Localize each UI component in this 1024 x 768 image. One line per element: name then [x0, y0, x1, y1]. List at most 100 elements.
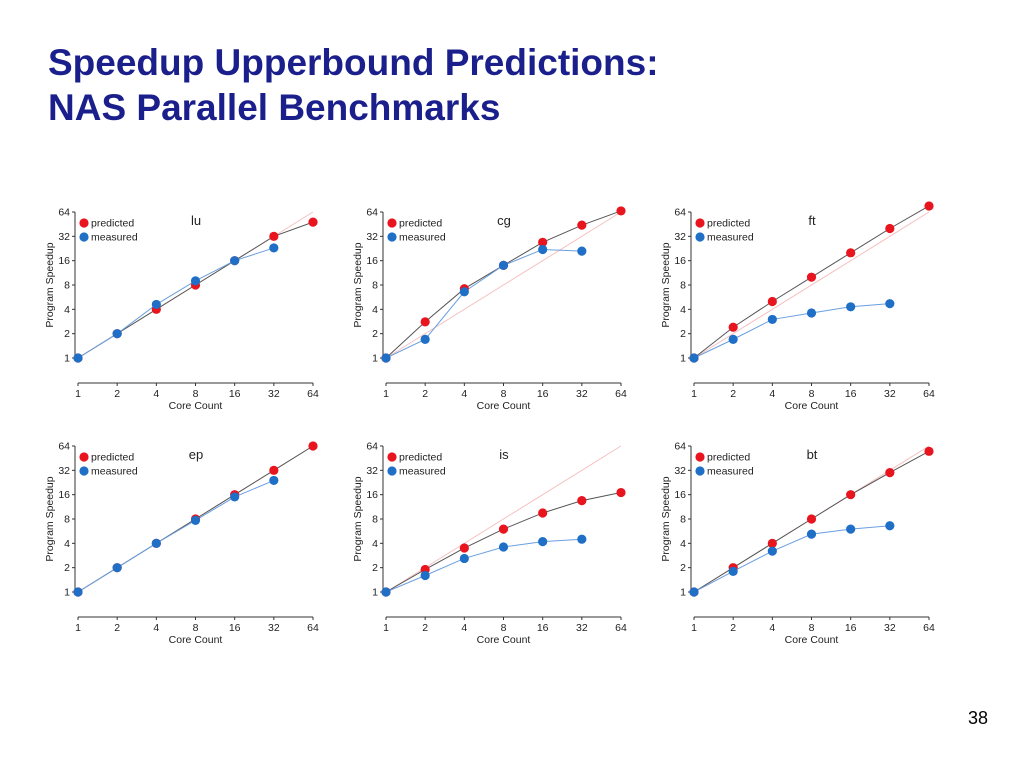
x-tick-label: 8	[809, 622, 815, 634]
legend-label-predicted: predicted	[91, 218, 134, 230]
y-tick-label: 16	[674, 489, 686, 501]
x-tick-label: 8	[501, 388, 507, 400]
predicted-point	[806, 514, 817, 524]
x-tick-label: 16	[537, 622, 549, 634]
measured-series-line	[693, 303, 890, 359]
measured-point	[230, 256, 240, 266]
x-tick-label: 32	[576, 622, 588, 634]
x-tick-label: 2	[114, 622, 120, 634]
x-axis-label: Core Count	[785, 634, 839, 646]
measured-series-line	[385, 538, 582, 593]
chart-panel-bt: 1 2 4 8 16 32 64 1 2 4 8 16 32 64 Core Count Program Sp…	[656, 434, 956, 664]
measured-point	[420, 570, 430, 581]
legend-label-predicted: predicted	[707, 218, 750, 230]
chart-svg: 1 2 4 8 16 32 64 1 2 4 8 16 32 64 Core Count Program Sp…	[660, 441, 935, 647]
slide-title-line-1: Speedup Upperbound Predictions:	[48, 42, 659, 83]
predicted-point	[846, 248, 856, 258]
y-tick-label: 1	[64, 587, 70, 599]
x-tick-label: 16	[229, 388, 241, 400]
predicted-point	[885, 467, 895, 478]
x-tick-label: 16	[845, 388, 857, 400]
chart-svg: 1 2 4 8 16 32 64 1 2 4 8 16 32 64 Core Count Program Sp…	[44, 441, 319, 647]
x-tick-label: 2	[730, 622, 736, 634]
x-tick-label: 64	[923, 622, 935, 634]
predicted-point	[885, 223, 895, 234]
y-tick-label: 8	[64, 514, 70, 526]
x-tick-label: 64	[923, 388, 935, 400]
predicted-point	[459, 543, 469, 553]
measured-point	[846, 524, 856, 534]
y-tick-label: 4	[64, 538, 70, 550]
y-tick-label: 32	[58, 231, 70, 243]
legend-marker-measured	[79, 232, 89, 242]
x-tick-label: 8	[193, 388, 199, 400]
predicted-point	[308, 441, 318, 451]
x-tick-label: 8	[809, 388, 815, 400]
y-tick-label: 4	[372, 304, 378, 316]
y-axis-label: Program Speedup	[660, 242, 672, 327]
predicted-point	[806, 272, 817, 282]
x-tick-label: 16	[229, 622, 241, 634]
measured-series-line	[693, 525, 890, 593]
y-tick-label: 64	[674, 441, 686, 453]
y-tick-label: 16	[58, 255, 70, 267]
x-tick-label: 32	[884, 622, 896, 634]
x-tick-label: 32	[268, 388, 280, 400]
legend-marker-measured	[79, 466, 89, 476]
y-tick-label: 2	[372, 328, 378, 340]
chart-title: is	[499, 447, 509, 462]
chart-svg: 1 2 4 8 16 32 64 1 2 4 8 16 32 64 Core Count Program Sp…	[352, 441, 627, 647]
x-axis-label: Core Count	[169, 400, 223, 412]
y-tick-label: 64	[58, 441, 70, 453]
x-tick-label: 2	[730, 388, 736, 400]
measured-point	[689, 587, 699, 597]
x-tick-label: 16	[845, 622, 857, 634]
measured-point	[498, 542, 509, 552]
legend-marker-predicted	[695, 218, 705, 228]
x-tick-label: 64	[615, 622, 627, 634]
x-tick-label: 1	[383, 622, 389, 634]
x-tick-label: 64	[307, 388, 319, 400]
chart-svg: 1 2 4 8 16 32 64 1 2 4 8 16 32 64 Core Count Program Sp…	[660, 201, 935, 412]
chart-title: ep	[189, 447, 203, 462]
predicted-point	[269, 231, 279, 241]
x-tick-label: 32	[268, 622, 280, 634]
measured-point	[73, 587, 83, 597]
x-tick-label: 4	[153, 622, 159, 634]
y-tick-label: 2	[372, 562, 378, 574]
legend-marker-measured	[695, 232, 705, 242]
y-tick-label: 16	[674, 255, 686, 267]
legend-marker-measured	[387, 232, 397, 242]
predicted-point	[420, 317, 430, 327]
x-tick-label: 64	[307, 622, 319, 634]
legend-label-predicted: predicted	[707, 452, 750, 464]
y-axis-label: Program Speedup	[44, 242, 56, 327]
predicted-point	[577, 220, 587, 230]
y-axis-label: Program Speedup	[352, 476, 364, 561]
x-tick-label: 4	[461, 622, 467, 634]
y-axis-label: Program Speedup	[660, 476, 672, 561]
measured-point	[269, 243, 279, 253]
x-tick-label: 1	[691, 622, 697, 634]
legend-label-predicted: predicted	[91, 452, 134, 464]
chart-panel-lu: 1 2 4 8 16 32 64 1 2 4 8 16 32 64 Core Count Program Sp…	[40, 200, 340, 430]
x-tick-label: 32	[576, 388, 588, 400]
predicted-point	[846, 490, 856, 500]
x-axis-label: Core Count	[477, 400, 531, 412]
y-tick-label: 64	[366, 207, 378, 219]
measured-point	[73, 353, 83, 363]
legend-marker-predicted	[79, 218, 89, 228]
measured-point	[459, 287, 469, 297]
x-tick-label: 1	[383, 388, 389, 400]
predicted-point	[616, 487, 626, 498]
x-tick-label: 1	[75, 388, 81, 400]
y-tick-label: 1	[64, 353, 70, 365]
legend-label-measured: measured	[707, 232, 754, 244]
measured-point	[151, 538, 161, 548]
measured-point	[190, 276, 201, 286]
measured-point	[577, 534, 587, 544]
x-tick-label: 4	[769, 388, 775, 400]
y-tick-label: 32	[674, 465, 686, 477]
y-tick-label: 1	[680, 587, 686, 599]
x-tick-label: 2	[422, 388, 428, 400]
